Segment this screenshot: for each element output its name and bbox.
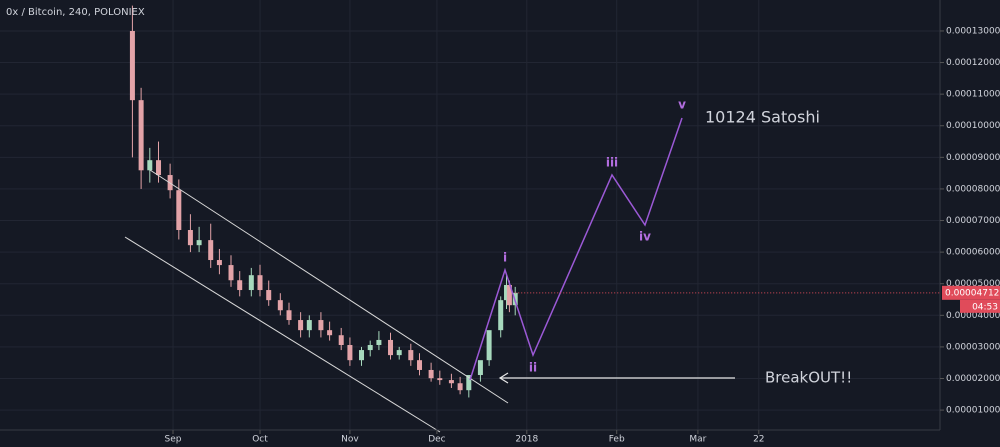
arrow-head xyxy=(498,372,509,384)
candle-body xyxy=(466,375,472,391)
candle-body xyxy=(486,330,492,361)
candle-body xyxy=(248,275,254,291)
candle-body xyxy=(417,360,423,370)
x-tick-label: Feb xyxy=(609,435,625,445)
x-tick-label: Mar xyxy=(689,435,706,445)
candle-body xyxy=(216,260,222,266)
candle-body xyxy=(286,310,292,321)
y-tick-label: 0.00012000 xyxy=(946,58,1000,68)
candle-body xyxy=(338,335,344,346)
x-tick-label: 2018 xyxy=(515,435,538,445)
y-tick-label: 0.00011000 xyxy=(946,90,1000,100)
wave-path xyxy=(469,117,683,381)
candle-body xyxy=(428,369,434,379)
x-tick-label: 22 xyxy=(753,435,764,445)
candle-body xyxy=(228,265,234,281)
wave-label: iv xyxy=(639,230,651,244)
y-tick-label: 0.00003000 xyxy=(946,342,1000,352)
y-tick-label: 0.00008000 xyxy=(946,184,1000,194)
candle-body xyxy=(396,350,402,356)
y-tick-label: 0.00001000 xyxy=(946,406,1000,416)
candle-body xyxy=(257,275,263,291)
target-annotation: 10124 Satoshi xyxy=(705,108,820,127)
countdown-label: 04:53 xyxy=(972,302,998,312)
y-tick-label: 0.00013000 xyxy=(946,26,1000,36)
candle-body xyxy=(498,300,504,331)
candle-body xyxy=(477,360,483,376)
y-tick-label: 0.00010000 xyxy=(946,121,1000,131)
grid xyxy=(0,0,940,430)
candle-body xyxy=(266,290,272,301)
last-price-box xyxy=(942,285,1000,300)
wave-label: ii xyxy=(529,361,537,375)
x-tick-label: Sep xyxy=(165,435,182,445)
breakout-annotation: BreakOUT!! xyxy=(765,369,852,387)
last-price-label: 0.00004712 xyxy=(945,288,999,298)
candle-body xyxy=(506,284,512,306)
candle-body xyxy=(388,339,394,356)
candle-body xyxy=(367,345,373,351)
candle-body xyxy=(298,320,304,331)
candle-body xyxy=(187,230,193,246)
candle-body xyxy=(376,339,382,346)
candle-body xyxy=(138,100,144,171)
candle-body xyxy=(457,383,463,391)
candle-body xyxy=(504,284,510,301)
channel-lower xyxy=(124,236,441,433)
candle-body xyxy=(176,190,182,231)
y-tick-label: 0.00005000 xyxy=(946,279,1000,289)
x-tick-label: Nov xyxy=(341,435,359,445)
candle-body xyxy=(347,345,353,361)
candle-body xyxy=(437,378,443,381)
candle-body xyxy=(147,160,153,171)
wave-label: v xyxy=(678,98,686,112)
candle-body xyxy=(129,30,135,101)
candle-body xyxy=(237,280,243,291)
candle-body xyxy=(359,350,365,361)
y-tick-label: 0.00007000 xyxy=(946,216,1000,226)
candle-body xyxy=(196,240,202,246)
candle-body xyxy=(327,330,333,336)
y-tick-label: 0.00004000 xyxy=(946,311,1000,321)
chart-title: 0x / Bitcoin, 240, POLONIEX xyxy=(6,7,145,18)
y-tick-label: 0.00009000 xyxy=(946,153,1000,163)
candle-body xyxy=(208,240,214,261)
countdown-box xyxy=(960,299,1000,313)
candle-body xyxy=(318,320,324,331)
channel-upper xyxy=(149,169,509,404)
x-tick-label: Oct xyxy=(252,435,268,445)
x-tick-label: Dec xyxy=(428,435,445,445)
candle-body xyxy=(408,350,414,361)
y-tick-label: 0.00006000 xyxy=(946,248,1000,258)
candle-body xyxy=(156,160,162,176)
candle-body xyxy=(306,320,312,331)
wave-label: i xyxy=(503,251,507,265)
y-tick-label: 0.00002000 xyxy=(946,374,1000,384)
candle-body xyxy=(277,300,283,311)
wave-label: iii xyxy=(606,156,618,170)
candle-body xyxy=(448,380,454,384)
